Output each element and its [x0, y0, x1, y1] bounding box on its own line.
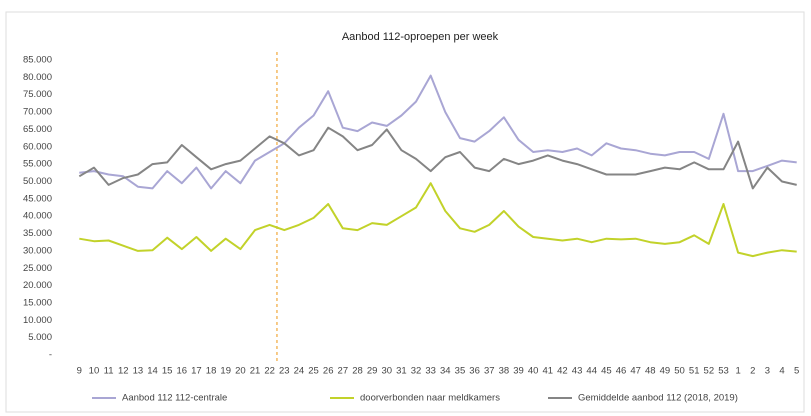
- chart-frame: [5, 11, 805, 413]
- x-tick-label: 18: [206, 366, 217, 377]
- x-tick-label: 39: [513, 366, 524, 377]
- y-tick-label: 15.000: [23, 297, 52, 308]
- x-tick-label: 51: [689, 366, 700, 377]
- x-tick-label: 29: [367, 366, 378, 377]
- y-tick-label: 50.000: [23, 176, 52, 187]
- x-tick-label: 13: [133, 366, 144, 377]
- y-tick-label: 40.000: [23, 211, 52, 222]
- x-tick-label: 26: [323, 366, 334, 377]
- x-tick-label: 42: [557, 366, 568, 377]
- x-tick-label: 38: [499, 366, 510, 377]
- x-tick-label: 37: [484, 366, 495, 377]
- legend-label: Aanbod 112 112-centrale: [122, 393, 227, 404]
- x-tick-label: 3: [765, 366, 770, 377]
- y-tick-label: 70.000: [23, 107, 52, 118]
- y-tick-label: 75.000: [23, 89, 52, 100]
- x-tick-label: 40: [528, 366, 539, 377]
- x-tick-label: 25: [308, 366, 319, 377]
- x-tick-label: 15: [162, 366, 173, 377]
- x-tick-label: 5: [794, 366, 799, 377]
- x-tick-label: 10: [89, 366, 100, 377]
- x-tick-label: 28: [352, 366, 363, 377]
- y-tick-label: -: [49, 350, 52, 361]
- x-tick-label: 16: [177, 366, 188, 377]
- x-tick-label: 46: [616, 366, 627, 377]
- y-tick-label: 5.000: [28, 332, 52, 343]
- x-tick-label: 2: [750, 366, 755, 377]
- x-tick-label: 53: [718, 366, 729, 377]
- y-tick-label: 60.000: [23, 141, 52, 152]
- legend-label: Gemiddelde aanbod 112 (2018, 2019): [578, 393, 738, 404]
- y-tick-label: 45.000: [23, 193, 52, 204]
- x-tick-label: 31: [396, 366, 407, 377]
- x-tick-label: 45: [601, 366, 612, 377]
- y-tick-label: 10.000: [23, 315, 52, 326]
- x-tick-label: 11: [104, 366, 114, 377]
- y-tick-label: 25.000: [23, 263, 52, 274]
- y-tick-label: 80.000: [23, 72, 52, 83]
- x-tick-label: 1: [735, 366, 740, 377]
- chart-title: Aanbod 112-oproepen per week: [342, 31, 499, 43]
- y-tick-label: 30.000: [23, 245, 52, 256]
- x-tick-label: 20: [235, 366, 246, 377]
- x-tick-label: 9: [77, 366, 82, 377]
- x-tick-label: 47: [630, 366, 641, 377]
- x-tick-label: 33: [425, 366, 436, 377]
- y-tick-label: 65.000: [23, 124, 52, 135]
- x-tick-label: 36: [469, 366, 480, 377]
- x-tick-label: 32: [411, 366, 422, 377]
- x-tick-label: 19: [220, 366, 231, 377]
- series-line: [79, 74, 797, 190]
- x-tick-label: 17: [191, 366, 202, 377]
- x-tick-label: 50: [674, 366, 685, 377]
- x-tick-label: 49: [660, 366, 671, 377]
- x-tick-label: 34: [440, 366, 451, 377]
- y-tick-label: 85.000: [23, 55, 52, 66]
- x-tick-label: 12: [118, 366, 129, 377]
- x-tick-label: 4: [779, 366, 784, 377]
- x-tick-label: 35: [455, 366, 466, 377]
- x-tick-label: 41: [543, 366, 554, 377]
- x-tick-label: 52: [704, 366, 715, 377]
- x-tick-label: 43: [572, 366, 583, 377]
- legend-label: doorverbonden naar meldkamers: [360, 393, 500, 404]
- y-tick-label: 55.000: [23, 159, 52, 170]
- x-tick-label: 44: [586, 366, 597, 377]
- series-line: [79, 182, 797, 258]
- y-tick-label: 20.000: [23, 280, 52, 291]
- series-line: [78, 126, 797, 190]
- x-tick-label: 48: [645, 366, 656, 377]
- x-tick-label: 14: [147, 366, 158, 377]
- x-tick-label: 22: [264, 366, 275, 377]
- x-tick-label: 24: [294, 366, 305, 377]
- x-tick-label: 23: [279, 366, 290, 377]
- x-tick-label: 30: [381, 366, 392, 377]
- x-tick-label: 27: [338, 366, 349, 377]
- y-tick-label: 35.000: [23, 228, 52, 239]
- x-tick-label: 21: [250, 366, 261, 377]
